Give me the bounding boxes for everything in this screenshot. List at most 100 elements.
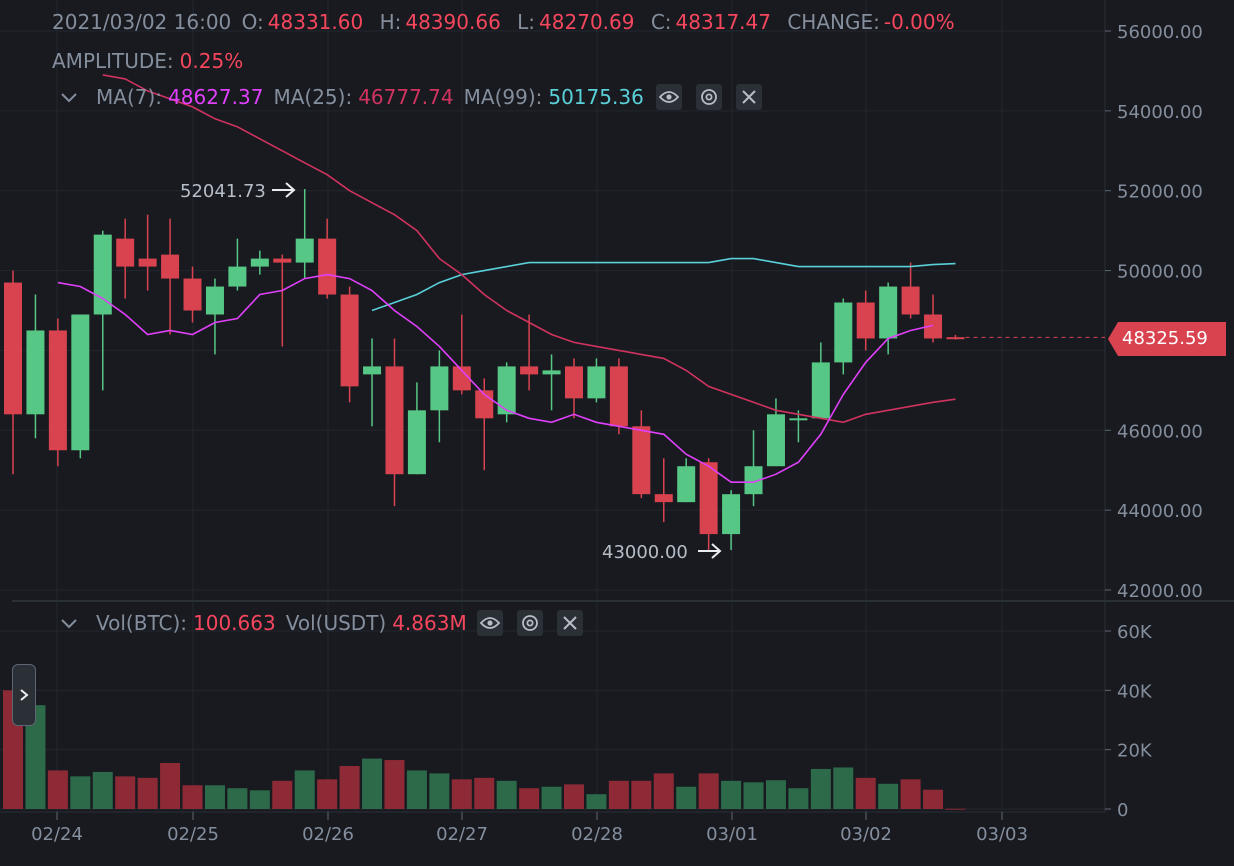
date-tick-label: 02/24 — [31, 824, 83, 845]
ma-settings-button[interactable] — [695, 84, 722, 110]
ma-close-button[interactable] — [735, 84, 762, 110]
close-icon — [563, 616, 577, 630]
grid — [0, 0, 1105, 812]
candle-body — [161, 254, 180, 279]
volume-bar — [631, 780, 652, 809]
chevron-right-icon — [20, 689, 29, 701]
candle-body — [138, 258, 157, 267]
amplitude-legend: AMPLITUDE: 0.25% — [52, 49, 243, 73]
panel-toggle-handle[interactable] — [12, 664, 36, 726]
candle-body — [205, 286, 224, 315]
chevron-down-icon[interactable] — [58, 86, 80, 108]
ma7-value: 48627.37 — [168, 85, 264, 109]
volume-bar — [92, 771, 113, 809]
volume-bar — [70, 776, 91, 809]
ma7-label: MA(7): — [96, 85, 163, 109]
volume-bar — [137, 777, 158, 809]
arrow-right-icon — [272, 182, 296, 198]
ma25-value: 46777.74 — [358, 85, 454, 109]
volume-bar — [833, 767, 854, 809]
close-value: 48317.47 — [675, 10, 771, 34]
candle-body — [228, 266, 247, 287]
open-value: 48331.60 — [267, 10, 364, 34]
candlesticks — [4, 189, 965, 551]
ma7-line — [57, 273, 934, 484]
high-label: H: — [379, 10, 402, 34]
close-icon — [742, 90, 756, 104]
candle-body — [273, 258, 292, 263]
candle-body — [744, 466, 763, 495]
ma99-value: 50175.36 — [548, 85, 644, 109]
volume-bar — [317, 779, 338, 809]
vol-btc-label: Vol(BTC): — [96, 611, 187, 635]
ma25-line — [102, 74, 956, 424]
volume-bar — [676, 786, 697, 809]
candle-body — [295, 238, 314, 263]
candle-body — [699, 462, 718, 535]
change-value: -0.00% — [883, 10, 955, 34]
volume-bar — [788, 788, 809, 809]
price-tick-label: 42000.00 — [1117, 581, 1203, 602]
date-tick-label: 02/25 — [167, 824, 219, 845]
candle-body — [542, 370, 561, 375]
volume-bar — [653, 773, 674, 809]
date-tick-label: 02/26 — [302, 824, 354, 845]
current-price-tag: 48325.59 — [1108, 322, 1226, 356]
date-tick-label: 03/01 — [706, 824, 758, 845]
volume-bar — [923, 789, 944, 809]
vol-close-button[interactable] — [556, 610, 583, 636]
volume-bar — [721, 780, 742, 809]
volume-bar — [541, 786, 562, 809]
candle-body — [4, 282, 22, 415]
volume-tick-label: 20K — [1117, 741, 1153, 762]
volume-bar — [272, 780, 293, 809]
candle-body — [183, 278, 202, 311]
eye-icon — [658, 91, 679, 103]
volume-bar — [878, 783, 899, 809]
chevron-down-icon[interactable] — [58, 612, 80, 634]
volume-tick-label: 0 — [1117, 800, 1128, 821]
volume-bar — [182, 785, 203, 809]
candle-body — [93, 234, 112, 315]
price-tick-label: 50000.00 — [1117, 262, 1203, 283]
volume-bar — [765, 780, 786, 809]
price-tick-label: 54000.00 — [1117, 102, 1203, 123]
vol-usdt-value: 4.863M — [392, 611, 467, 635]
volume-tick-label: 40K — [1117, 681, 1153, 702]
candle-body — [901, 286, 920, 315]
date-tick-label: 02/27 — [436, 824, 488, 845]
vol-settings-button[interactable] — [516, 610, 543, 636]
volume-bar — [160, 763, 181, 809]
datetime: 2021/03/02 16:00 — [52, 10, 232, 34]
candle-body — [430, 366, 449, 411]
candle-body — [587, 366, 606, 399]
low-label: L: — [517, 10, 536, 34]
ma-visibility-button[interactable] — [655, 84, 682, 110]
date-tick-label: 03/02 — [840, 824, 892, 845]
ma25-label: MA(25): — [273, 85, 353, 109]
high-annotation: 52041.73 — [180, 181, 266, 202]
vol-visibility-button[interactable] — [476, 610, 503, 636]
candle-body — [654, 494, 673, 503]
candle-body — [789, 418, 808, 421]
moving-average-lines — [57, 74, 956, 484]
vol-btc-value: 100.663 — [193, 611, 276, 635]
volume-bar — [743, 782, 764, 809]
candle-body — [722, 494, 741, 535]
low-annotation: 43000.00 — [602, 542, 688, 563]
volume-bar — [47, 770, 68, 809]
candle-body — [924, 314, 943, 339]
price-tick-label: 56000.00 — [1117, 22, 1203, 43]
price-tick-label: 44000.00 — [1117, 501, 1203, 522]
ma-legend: MA(7): 48627.37 MA(25): 46777.74 MA(99): 50… — [58, 84, 776, 110]
candle-body — [340, 294, 359, 387]
volume-bar — [855, 777, 876, 809]
open-label: O: — [241, 10, 264, 34]
eye-icon — [479, 617, 500, 629]
ma99-label: MA(99): — [463, 85, 543, 109]
volume-bar — [204, 785, 225, 809]
low-value: 48270.69 — [539, 10, 635, 34]
candle-body — [632, 426, 651, 495]
candle-body — [677, 466, 696, 503]
